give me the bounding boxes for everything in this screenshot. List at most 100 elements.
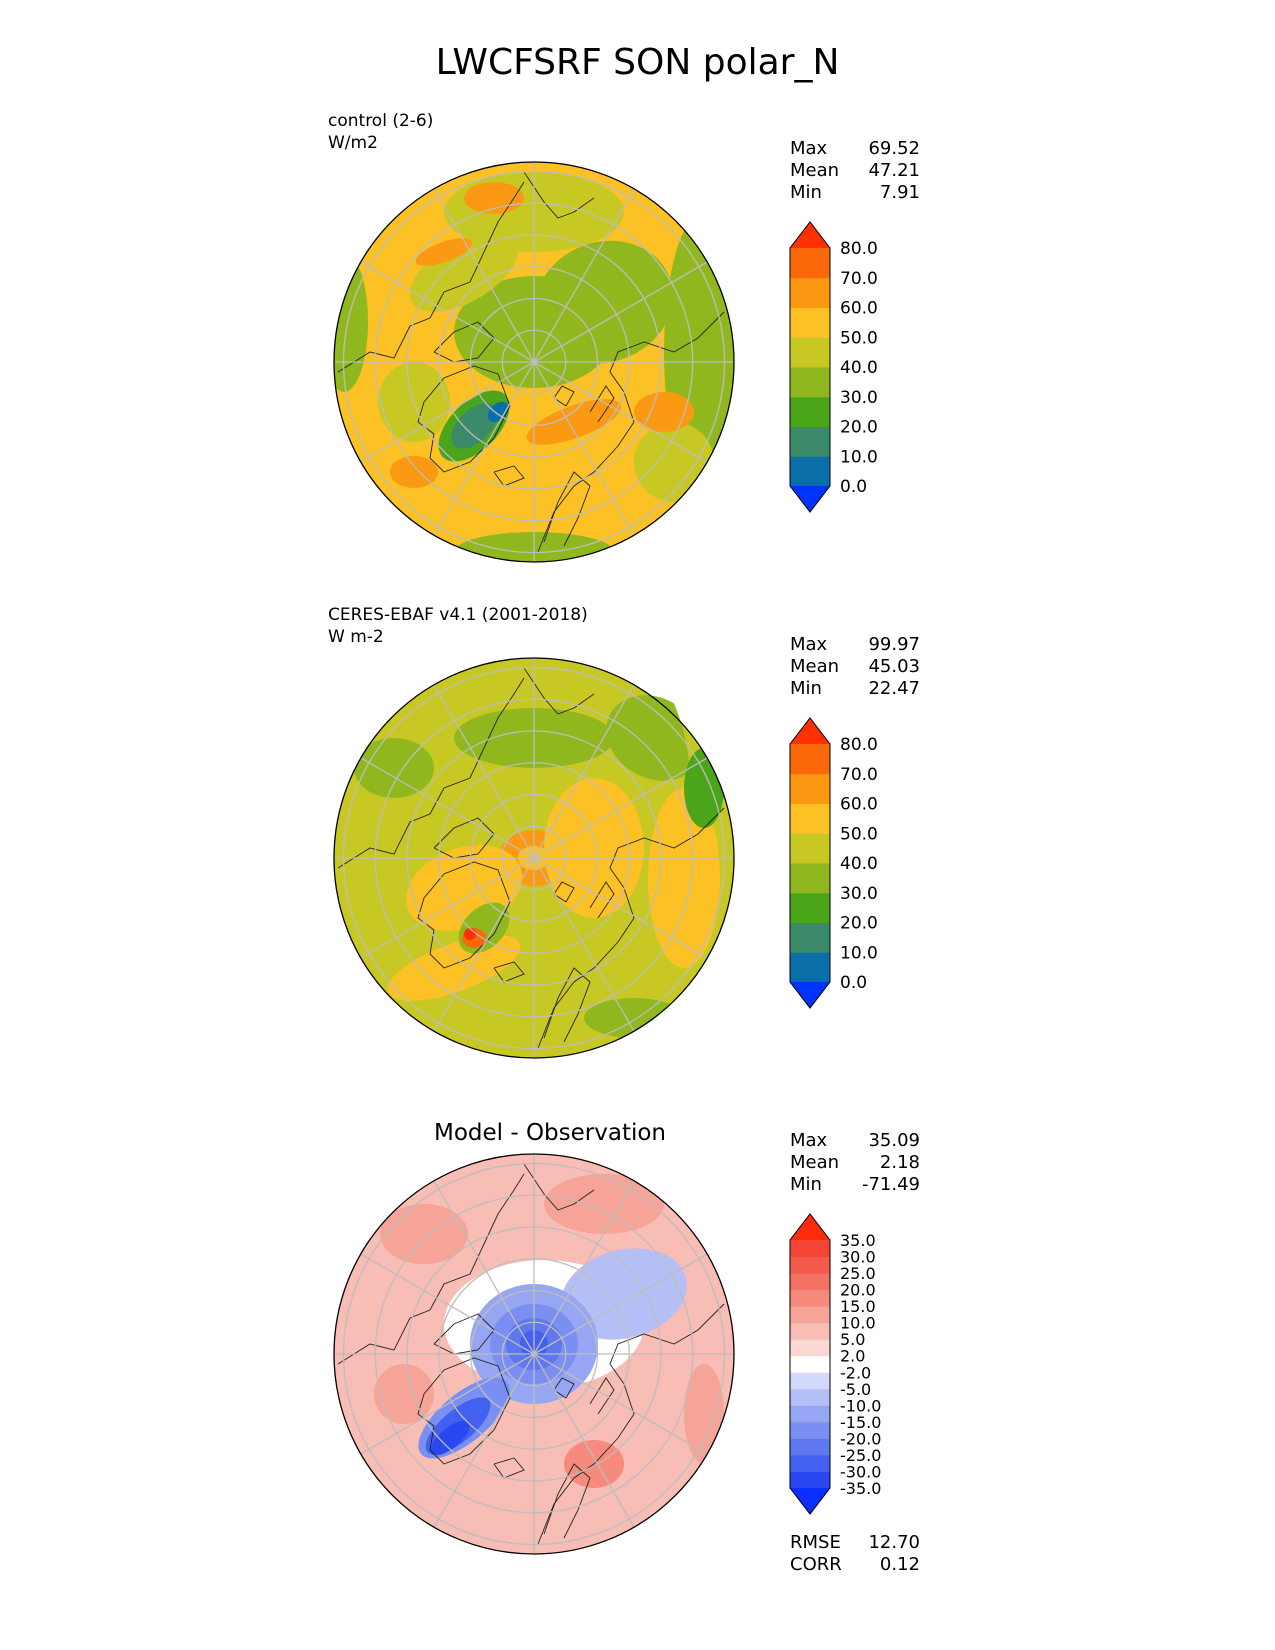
mean-label: Mean [790, 1152, 840, 1173]
panel2-polar-map [333, 657, 735, 1059]
mean-value: 45.03 [868, 656, 920, 677]
longitude-line [433, 1353, 535, 1528]
colorbar-swatch [790, 1273, 830, 1291]
field-region [415, 238, 473, 266]
coastline [553, 881, 575, 903]
colorbar-swatch [790, 833, 830, 864]
field-region [334, 252, 368, 392]
colorbar-swatch [790, 952, 830, 983]
colorbar-tick-label: 80.0 [840, 239, 878, 259]
coastline [493, 465, 525, 487]
colorbar-swatch [790, 1471, 830, 1489]
longitude-line [533, 1180, 635, 1355]
rmse-value: 12.70 [868, 1532, 920, 1553]
mean-value: 2.18 [879, 1152, 920, 1173]
colorbar-swatch [790, 307, 830, 338]
colorbar-tick-label: -5.0 [840, 1380, 871, 1399]
panel2-stats: Max 99.97 Mean 45.03 Min 22.47 [790, 634, 920, 700]
colorbar-swatch [790, 1438, 830, 1456]
colorbar-swatch [790, 803, 830, 834]
coastline [553, 1377, 575, 1399]
colorbar-swatch [790, 1372, 830, 1390]
longitude-line [360, 757, 535, 859]
colorbar-swatch [790, 1306, 830, 1324]
colorbar-tick-label: -30.0 [840, 1462, 881, 1481]
colorbar-extend-max [790, 222, 830, 248]
field-region [354, 738, 434, 798]
panel3-title: Model - Observation [433, 1120, 667, 1146]
field-region [544, 1174, 664, 1234]
colorbar-tick-label: 10.0 [840, 447, 878, 467]
panel1-units: W/m2 [328, 133, 378, 153]
coastline [553, 385, 575, 407]
coastline [417, 365, 511, 473]
colorbar-tick-label: 50.0 [840, 824, 878, 844]
colorbar-tick-label: 2.0 [840, 1347, 865, 1366]
min-label: Min [790, 1174, 822, 1195]
field-region [390, 456, 438, 488]
field-region [387, 935, 521, 1001]
field-region [430, 1420, 470, 1456]
colorbar-tick-label: 15.0 [840, 1297, 876, 1316]
panel2-units: W m-2 [328, 627, 384, 647]
corr-label: CORR [790, 1554, 842, 1575]
field-region [684, 1364, 724, 1464]
longitude-line [360, 1353, 535, 1455]
colorbar-outline [789, 221, 831, 513]
colorbar-outline [789, 1213, 831, 1515]
min-label: Min [790, 182, 822, 203]
field-region [535, 240, 673, 364]
coastline [523, 171, 595, 219]
max-label: Max [790, 634, 828, 655]
min-label: Min [790, 678, 822, 699]
colorbar-tick-label: 25.0 [840, 1264, 876, 1283]
colorbar-tick-label: -10.0 [840, 1396, 881, 1415]
coastline [417, 861, 511, 969]
colorbar-swatch [790, 1454, 830, 1472]
longitude-line [533, 361, 708, 463]
colorbar-swatch [790, 744, 830, 775]
field-region [634, 392, 694, 432]
longitude-line [533, 857, 708, 959]
longitude-line [433, 361, 535, 536]
min-value: 22.47 [868, 678, 920, 699]
colorbar-extend-min [790, 982, 830, 1008]
longitude-line [533, 1353, 635, 1528]
colorbar-tick-label: 0.0 [840, 973, 867, 993]
min-value: 7.91 [879, 182, 920, 203]
longitude-line [533, 188, 635, 363]
panel3-metrics: RMSE 12.70 CORR 0.12 [790, 1532, 920, 1576]
colorbar-tick-label: 80.0 [840, 735, 878, 755]
coastline [417, 1357, 511, 1465]
coastline [337, 181, 525, 373]
field-region [409, 232, 519, 312]
mean-label: Mean [790, 160, 840, 181]
panel1-colorbar: 80.0 70.0 60.0 50.0 40.0 30.0 20.0 10.0 0.0 [789, 221, 878, 513]
colorbar-swatch [790, 1355, 830, 1373]
field-region [464, 182, 524, 214]
panel1-stats: Max 69.52 Mean 47.21 Min 7.91 [790, 138, 920, 204]
panel1-polar-map [333, 161, 735, 563]
colorbar-tick-label: 60.0 [840, 795, 878, 815]
colorbar-tick-label: 0.0 [840, 477, 867, 497]
field-region [584, 998, 684, 1038]
colorbar-tick-label: 70.0 [840, 765, 878, 785]
max-label: Max [790, 138, 828, 159]
longitude-line [433, 684, 535, 859]
panel3-stats: Max 35.09 Mean 2.18 Min -71.49 [790, 1130, 920, 1196]
panel2-colorbar: 80.0 70.0 60.0 50.0 40.0 30.0 20.0 10.0 0.0 [789, 717, 878, 1009]
field-region [451, 403, 497, 449]
longitude-line [433, 1180, 535, 1355]
coastline [337, 677, 525, 869]
longitude-line [533, 361, 635, 536]
colorbar-swatch [790, 1405, 830, 1423]
colorbar-tick-label: 50.0 [840, 328, 878, 348]
colorbar-tick-label: 10.0 [840, 1314, 876, 1333]
colorbar-tick-label: 60.0 [840, 299, 878, 319]
field-region [634, 422, 714, 502]
field-region [526, 399, 622, 445]
field-region [374, 1364, 434, 1424]
colorbar-swatch [790, 1421, 830, 1439]
field-region [544, 778, 644, 918]
colorbar-tick-label: 20.0 [840, 914, 878, 934]
